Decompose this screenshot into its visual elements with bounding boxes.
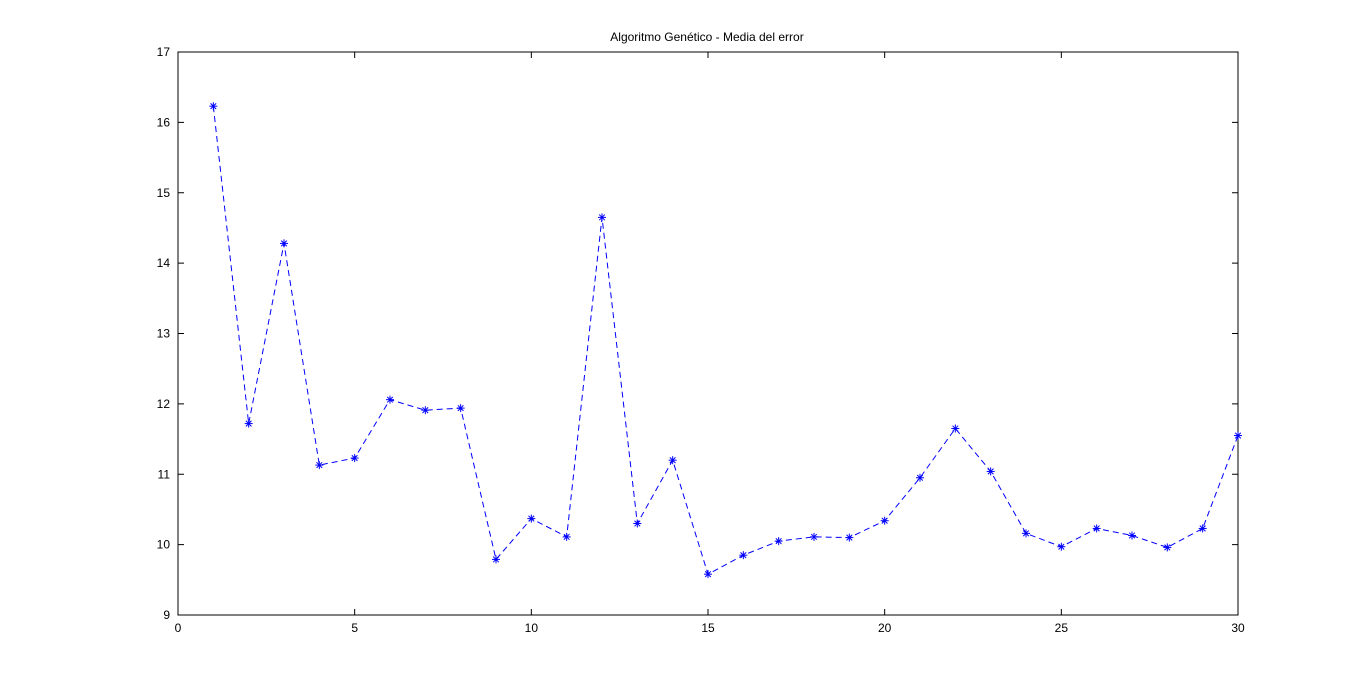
data-point-marker: [492, 555, 500, 564]
chart-title: Algoritmo Genético - Media del error: [610, 30, 803, 44]
data-point-marker: [244, 419, 253, 428]
data-point-marker: [209, 102, 218, 111]
y-tick-label: 12: [157, 397, 171, 411]
data-point-marker: [280, 239, 288, 248]
data-point-marker: [527, 514, 536, 523]
data-point-marker: [951, 424, 960, 433]
axes-frame: [177, 51, 1239, 616]
data-point-marker: [1022, 529, 1030, 538]
data-point-marker: [421, 406, 430, 415]
y-tick-label: 9: [163, 608, 170, 622]
data-point-marker: [845, 533, 854, 542]
data-point-marker: [774, 537, 783, 546]
data-point-marker: [562, 532, 571, 541]
x-tick-label: 20: [878, 621, 892, 635]
y-tick-label: 10: [157, 538, 171, 552]
y-tick-label: 13: [157, 327, 171, 341]
data-point-marker: [916, 473, 924, 482]
data-point-marker: [880, 516, 889, 525]
data-point-marker: [810, 532, 818, 541]
x-tick-label: 15: [701, 621, 715, 635]
data-point-marker: [315, 461, 324, 470]
data-point-marker: [704, 570, 712, 579]
data-point-marker: [456, 404, 465, 413]
x-tick-label: 5: [351, 621, 358, 635]
y-tick-label: 14: [157, 256, 171, 270]
y-tick-label: 11: [158, 467, 171, 481]
data-point-marker: [1198, 524, 1207, 533]
y-tick-label: 17: [157, 45, 171, 59]
axis-ticks: 0 5 10 15 20 25 30 9 10 11 12 13 14 15 16 17: [157, 45, 1245, 635]
data-point-marker: [739, 551, 748, 560]
data-point-marker: [1234, 431, 1242, 440]
data-point-marker: [668, 456, 677, 465]
x-tick-label: 25: [1055, 621, 1069, 635]
data-point-marker: [598, 213, 606, 222]
x-tick-label: 30: [1231, 621, 1245, 635]
data-point-marker: [1163, 543, 1172, 552]
data-point-marker: [350, 454, 359, 463]
data-point-marker: [633, 519, 642, 528]
data-point-marker: [1128, 531, 1136, 540]
data-point-marker: [1092, 524, 1101, 533]
y-tick-label: 16: [157, 115, 171, 129]
series-line: [212, 106, 1239, 575]
data-point-marker: [1057, 542, 1066, 551]
x-tick-label: 10: [525, 621, 539, 635]
y-tick-label: 15: [157, 186, 171, 200]
data-point-marker: [986, 467, 995, 476]
data-point-marker: [386, 395, 394, 404]
x-tick-label: 0: [175, 621, 182, 635]
series-layer: [209, 102, 1242, 579]
